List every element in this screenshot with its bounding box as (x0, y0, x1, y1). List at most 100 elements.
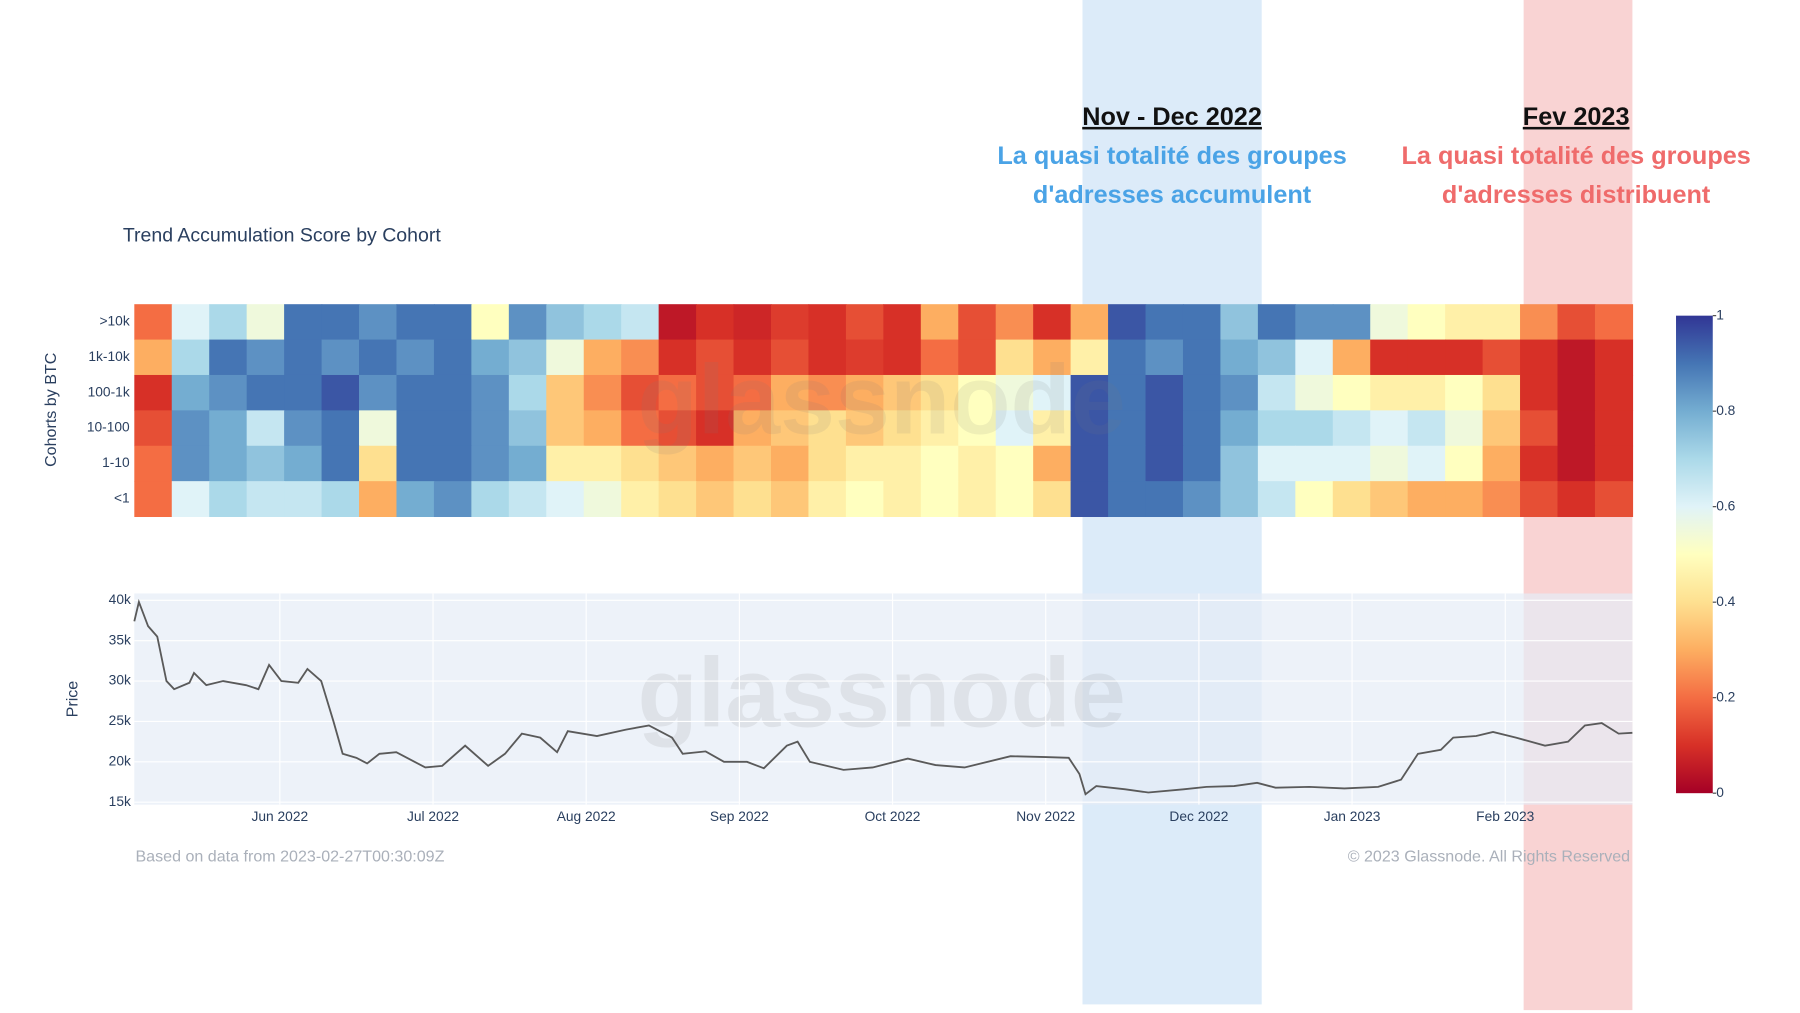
heatmap-cell (1108, 339, 1147, 376)
heatmap-cell (1332, 445, 1371, 482)
y-tick-label: <1 (114, 490, 130, 505)
heatmap-cell (1295, 304, 1334, 341)
heatmap-cell (1332, 339, 1371, 376)
heatmap-cell (1332, 304, 1371, 341)
heatmap-cell (621, 481, 660, 518)
heatmap-cell (359, 339, 398, 376)
heatmap-cell (1145, 445, 1184, 482)
heatmap-cell (134, 481, 173, 518)
heatmap-cell (546, 410, 585, 447)
heatmap-cell (471, 410, 510, 447)
heatmap-cell (171, 481, 210, 518)
heatmap-cell (1594, 481, 1634, 518)
heatmap-cell (808, 339, 847, 376)
heatmap-cell (1182, 481, 1222, 518)
heatmap-cell (171, 339, 210, 376)
price-line (133, 598, 1633, 796)
heatmap-cell (1257, 445, 1297, 482)
heatmap-cell (171, 304, 210, 341)
heatmap-cell (284, 339, 323, 376)
heatmap-cell (1033, 481, 1072, 518)
heatmap-cell (658, 410, 697, 447)
heatmap-cell (808, 374, 847, 411)
heatmap-cell (808, 481, 847, 518)
heatmap-cell (1370, 374, 1409, 411)
heatmap-cell (1220, 304, 1259, 341)
heatmap-cell (1145, 339, 1184, 376)
heatmap-cell (546, 304, 585, 341)
heatmap-cell (583, 481, 622, 518)
y-tick-label: 35k (109, 632, 131, 647)
heatmap-cell (1445, 410, 1484, 447)
heatmap-cell (209, 445, 248, 482)
heatmap-cell (508, 339, 547, 376)
heatmap-cell (508, 481, 547, 518)
heatmap-cell (1070, 410, 1109, 447)
heatmap-cell (1295, 481, 1334, 518)
heatmap-cell (1520, 374, 1559, 411)
x-tick-label: Feb 2023 (1476, 809, 1535, 824)
heatmap-cell (1295, 374, 1334, 411)
plot-background (134, 593, 1633, 805)
heatmap-cell (1557, 374, 1596, 411)
heatmap-cell (321, 304, 360, 341)
heatmap-cell (770, 374, 810, 411)
heatmap-cell (845, 481, 885, 518)
colorbar (1676, 315, 1713, 794)
heatmap-cell (209, 374, 248, 411)
heatmap-cell (134, 445, 173, 482)
heatmap-cell (1445, 339, 1484, 376)
heatmap-cell (1220, 410, 1259, 447)
heatmap-cell (621, 339, 660, 376)
heatmap-cell (770, 445, 810, 482)
heatmap-cell (1332, 410, 1371, 447)
heatmap-cell (359, 445, 398, 482)
colorbar-tick-label: 1 (1716, 307, 1724, 322)
heatmap-cell (171, 374, 210, 411)
heatmap-cell (1370, 339, 1409, 376)
heatmap-cell (733, 339, 772, 376)
heatmap-cell (1520, 304, 1559, 341)
heatmap-cell (1220, 445, 1259, 482)
heatmap-cell (1070, 374, 1109, 411)
y-tick-label: 1k-10k (88, 349, 129, 364)
heatmap-cell (1482, 481, 1521, 518)
heatmap-cell (1070, 304, 1109, 341)
heatmap-cell (1557, 481, 1596, 518)
heatmap-cell (471, 374, 510, 411)
heatmap-cell (321, 374, 360, 411)
heatmap-cell (396, 374, 435, 411)
heatmap-cell (1407, 410, 1446, 447)
heatmap-cell (1407, 339, 1446, 376)
x-tick-label: Jul 2022 (407, 809, 459, 824)
y-tick-label: 20k (109, 753, 131, 768)
heatmap-cell (359, 410, 398, 447)
heatmap-cell (1033, 410, 1072, 447)
heatmap-cell (433, 410, 473, 447)
heatmap-cell (696, 339, 735, 376)
heatmap-cell (1520, 339, 1559, 376)
heatmap-cell (396, 445, 435, 482)
heatmap-cell (1220, 481, 1259, 518)
heatmap-cell (1070, 339, 1109, 376)
heatmap-cell (1182, 339, 1222, 376)
heatmap-cell (471, 481, 510, 518)
heatmap-cell (1145, 304, 1184, 341)
heatmap-cell (246, 339, 285, 376)
heatmap-cell (359, 304, 398, 341)
heatmap-cell (1108, 410, 1147, 447)
heatmap-cell (1482, 410, 1521, 447)
heatmap-cell (1108, 481, 1147, 518)
heatmap-cell (845, 304, 885, 341)
x-tick-label: Aug 2022 (557, 809, 616, 824)
heatmap-cell (1220, 339, 1259, 376)
heatmap-cell (284, 410, 323, 447)
heatmap-cell (1482, 304, 1521, 341)
heatmap-cell (1108, 445, 1147, 482)
heatmap-cell (209, 339, 248, 376)
heatmap-cell (471, 445, 510, 482)
heatmap-cell (845, 374, 885, 411)
footer-copyright: © 2023 Glassnode. All Rights Reserved (1348, 848, 1630, 866)
heatmap-cell (1482, 374, 1521, 411)
